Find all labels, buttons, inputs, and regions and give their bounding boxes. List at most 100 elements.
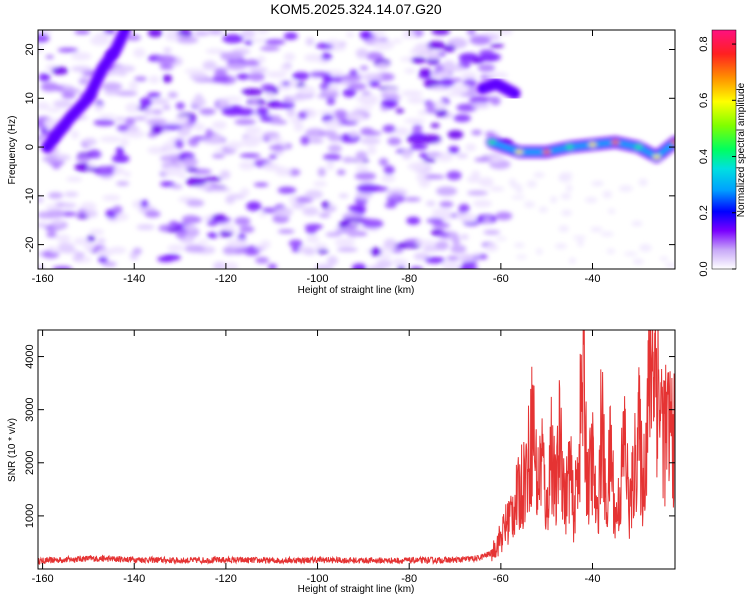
heatmap-cell (490, 96, 501, 106)
heatmap-cell (50, 248, 63, 253)
heatmap-cell (495, 211, 513, 221)
heatmap-cell (239, 153, 261, 159)
heatmap-cell (38, 102, 51, 111)
streak-core (45, 30, 127, 149)
heatmap-cell (422, 158, 437, 163)
heatmap-cell (186, 199, 205, 207)
heatmap-x-axis-label: Height of straight line (km) (298, 285, 415, 296)
heatmap-cell (439, 201, 454, 208)
heatmap-cell (288, 195, 300, 205)
heatmap-cell (466, 175, 481, 183)
heatmap-cell (435, 240, 449, 251)
heatmap-cell (70, 130, 79, 140)
heatmap-cell (347, 82, 367, 91)
heatmap-cell (212, 120, 227, 130)
heatmap-cell (384, 202, 397, 209)
heatmap-cell (116, 181, 130, 186)
heatmap-cell (253, 182, 269, 187)
heatmap-cell (70, 88, 81, 94)
colorbar-tick-label: 0.6 (698, 93, 710, 108)
heatmap-cell (368, 80, 381, 88)
heatmap-cell (222, 261, 239, 269)
heatmap-cell (275, 207, 293, 217)
heatmap-cell (471, 102, 490, 109)
heatmap-cell (484, 243, 499, 252)
y-tick-label: 3000 (24, 397, 36, 421)
heatmap-cell (102, 194, 121, 201)
heatmap-cell (355, 48, 369, 59)
heatmap-cell (322, 74, 334, 85)
heatmap-cell (391, 248, 404, 254)
heatmap-cell (183, 224, 197, 231)
heatmap-cell (162, 105, 171, 110)
heatmap-cell (303, 248, 316, 256)
heatmap-cell (406, 118, 423, 123)
y-tick-label: 2000 (24, 451, 36, 475)
heatmap-cell (511, 183, 523, 190)
streak-peak (588, 142, 597, 147)
heatmap-cell (267, 263, 278, 269)
heatmap-cell (268, 144, 285, 151)
heatmap-cell (109, 246, 127, 255)
heatmap-cell (434, 71, 451, 78)
heatmap-cell (45, 54, 55, 60)
heatmap-cell (431, 208, 452, 214)
heatmap-cell (554, 243, 567, 250)
heatmap-cell (478, 177, 494, 187)
heatmap-cell (57, 234, 71, 244)
heatmap-cell (80, 201, 97, 212)
heatmap-cell (424, 174, 446, 179)
heatmap-cell (360, 127, 375, 136)
colorbar: 0.0 0.2 0.4 0.6 0.8 Normalized spectral ampl… (698, 29, 747, 277)
heatmap-cell (115, 146, 124, 156)
heatmap-cell (659, 256, 669, 262)
heatmap-cell (469, 35, 492, 45)
y-tick-label: 0 (24, 144, 36, 150)
y-tick-label: 1000 (24, 504, 36, 528)
heatmap-cell (162, 74, 173, 83)
heatmap-cell (483, 229, 501, 235)
colorbar-tick-label: 0.8 (698, 36, 710, 51)
heatmap-axes: -160 -140 -120 -100 -80 -60 -40 20 10 0 -10 -20 (24, 30, 675, 285)
heatmap-cell (219, 169, 231, 180)
heatmap-cell (489, 186, 505, 192)
heatmap-cell (234, 118, 256, 125)
heatmap-cell (302, 206, 319, 216)
streak-peak (565, 145, 574, 150)
heatmap-cell (99, 136, 122, 143)
heatmap-cell (163, 257, 174, 263)
heatmap-panel: -160 -140 -120 -100 -80 -60 -40 20 10 0 -10 -20 Hei… (7, 29, 676, 296)
heatmap-cell (410, 56, 427, 64)
y-tick-label: 4000 (24, 344, 36, 368)
streak-peak (634, 145, 643, 150)
heatmap-cell (465, 143, 477, 152)
heatmap-cell (202, 215, 213, 221)
colorbar-tick-label: 0.2 (698, 205, 710, 220)
heatmap-cell (458, 264, 478, 269)
heatmap-cell (380, 98, 399, 108)
heatmap-cell (568, 257, 576, 264)
heatmap-cell (211, 75, 230, 83)
heatmap-cell (93, 119, 116, 127)
heatmap-cell (125, 102, 140, 113)
heatmap-cell (356, 183, 379, 194)
heatmap-cell (260, 46, 280, 52)
heatmap-cell (422, 245, 440, 252)
heatmap-cell (389, 193, 401, 200)
heatmap-cell (342, 217, 365, 222)
heatmap-cell (638, 178, 648, 187)
x-tick-label: -100 (307, 273, 329, 285)
heatmap-cell (212, 214, 227, 221)
heatmap-cell (89, 228, 105, 236)
colorbar-label: Normalized spectral amplitude (736, 82, 747, 217)
heatmap-cell (133, 47, 146, 58)
heatmap-cell (618, 185, 633, 192)
heatmap-cell (85, 210, 98, 218)
colorbar-tick-label: 0.0 (698, 261, 710, 276)
heatmap-cell (387, 137, 402, 146)
heatmap-cell (261, 207, 274, 213)
heatmap-cell (305, 225, 318, 235)
x-tick-label: -40 (585, 273, 601, 285)
heatmap-cell (126, 34, 141, 41)
heatmap-cell (239, 225, 255, 233)
